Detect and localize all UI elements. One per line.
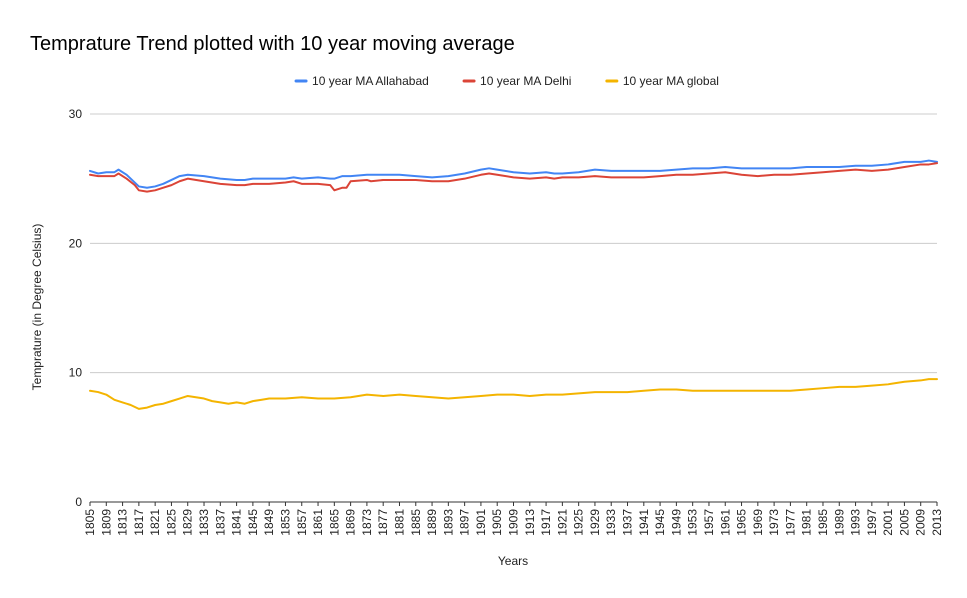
y-axis-label: Temprature (in Degree Celsius): [30, 224, 44, 391]
x-tick-label: 1805: [83, 509, 97, 536]
x-tick-label: 1909: [507, 509, 521, 536]
x-tick-label: 1953: [686, 509, 700, 536]
x-tick-label: 1913: [523, 509, 537, 536]
x-tick-label: 1989: [832, 509, 846, 536]
y-tick-label: 30: [69, 107, 83, 121]
x-tick-label: 1981: [800, 509, 814, 536]
x-tick-label: 1877: [376, 509, 390, 536]
x-tick-label: 1969: [751, 509, 765, 536]
x-tick-label: 1869: [344, 509, 358, 536]
x-tick-label: 1921: [555, 509, 569, 536]
x-tick-label: 1993: [849, 509, 863, 536]
x-tick-label: 2013: [930, 509, 944, 536]
x-tick-label: 1917: [539, 509, 553, 536]
x-tick-label: 1849: [262, 509, 276, 536]
x-tick-label: 1881: [392, 509, 406, 536]
y-axis-ticks: 0 10 20 30: [69, 107, 83, 509]
x-tick-label: 1897: [458, 509, 472, 536]
x-tick-label: 1841: [230, 509, 244, 536]
x-axis-ticks: 1805 1809 1813 1817 1821 1825 1829 1833 1837 1841…: [83, 502, 944, 536]
series-line-3: [89, 378, 938, 410]
x-tick-label: 1957: [702, 509, 716, 536]
legend-item[interactable]: 10 year MA Allahabad: [294, 74, 429, 88]
x-tick-label: 1929: [588, 509, 602, 536]
series-line-1: [89, 159, 938, 189]
x-tick-label: 1825: [164, 509, 178, 536]
x-tick-label: 1949: [669, 509, 683, 536]
x-tick-label: 1973: [767, 509, 781, 536]
series-lines: [89, 159, 938, 410]
x-tick-label: 1997: [865, 509, 879, 536]
series-line-2: [89, 162, 938, 193]
x-axis-label: Years: [498, 554, 528, 568]
x-tick-label: 1945: [653, 509, 667, 536]
x-tick-label: 2005: [897, 509, 911, 536]
x-tick-label: 2009: [914, 509, 928, 536]
x-tick-label: 1873: [360, 509, 374, 536]
x-tick-label: 1821: [148, 509, 162, 536]
x-tick-label: 1905: [490, 509, 504, 536]
gridlines: [90, 113, 937, 374]
y-tick-label: 0: [75, 495, 82, 509]
x-tick-label: 1837: [213, 509, 227, 536]
legend-label: 10 year MA Allahabad: [312, 74, 429, 88]
x-tick-label: 2001: [881, 509, 895, 536]
x-tick-label: 1961: [718, 509, 732, 536]
x-tick-label: 1853: [278, 509, 292, 536]
x-tick-label: 1933: [604, 509, 618, 536]
legend-item[interactable]: 10 year MA global: [605, 74, 719, 88]
x-tick-label: 1965: [735, 509, 749, 536]
x-tick-label: 1941: [637, 509, 651, 536]
legend-label: 10 year MA Delhi: [480, 74, 571, 88]
x-tick-label: 1833: [197, 509, 211, 536]
x-tick-label: 1809: [99, 509, 113, 536]
x-tick-label: 1977: [783, 509, 797, 536]
x-tick-label: 1901: [474, 509, 488, 536]
x-tick-label: 1885: [409, 509, 423, 536]
x-tick-label: 1985: [816, 509, 830, 536]
x-tick-label: 1865: [327, 509, 341, 536]
chart-title: Temprature Trend plotted with 10 year mo…: [30, 33, 515, 55]
x-tick-label: 1817: [132, 509, 146, 536]
x-tick-label: 1857: [295, 509, 309, 536]
x-tick-label: 1861: [311, 509, 325, 536]
x-tick-label: 1925: [572, 509, 586, 536]
legend-item[interactable]: 10 year MA Delhi: [462, 74, 571, 88]
y-tick-label: 20: [69, 236, 83, 250]
legend-label: 10 year MA global: [623, 74, 719, 88]
x-tick-label: 1829: [181, 509, 195, 536]
x-tick-label: 1845: [246, 509, 260, 536]
x-tick-label: 1937: [621, 509, 635, 536]
x-tick-label: 1893: [441, 509, 455, 536]
legend: 10 year MA Allahabad 10 year MA Delhi 10 y…: [294, 74, 719, 88]
x-tick-label: 1813: [116, 509, 130, 536]
y-tick-label: 10: [69, 366, 83, 380]
x-tick-label: 1889: [425, 509, 439, 536]
